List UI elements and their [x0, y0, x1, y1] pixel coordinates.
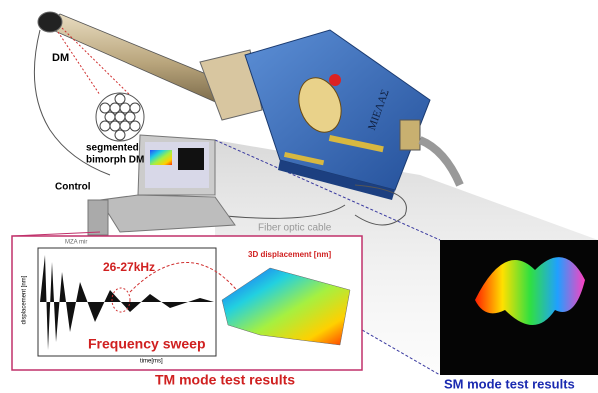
- screen-plot: [150, 150, 172, 165]
- label: 26-27kHz: [103, 260, 155, 274]
- label: bimorph DM: [86, 155, 144, 166]
- screen-plot: [178, 148, 204, 170]
- label: 3D displacement [nm]: [248, 250, 331, 259]
- label: TM mode test results: [155, 372, 295, 388]
- axis-label: time[ms]: [140, 359, 163, 365]
- dm-detail: [96, 93, 144, 141]
- axis-label: displacement [nm]: [22, 275, 28, 324]
- device-port: [400, 120, 420, 150]
- label: Fiber optic cable: [258, 223, 332, 234]
- label: MZA mir: [65, 240, 87, 246]
- diagram: MIΕΛΑΣ DM segmented bimorph DM Control F…: [0, 0, 598, 393]
- label: segmented: [86, 143, 139, 154]
- label: SM mode test results: [444, 376, 575, 391]
- laptop-case: [88, 200, 108, 235]
- dm-mount: [38, 12, 62, 32]
- label: Control: [55, 182, 91, 193]
- laptop-base: [100, 195, 235, 232]
- label: Frequency sweep: [88, 336, 206, 352]
- label: DM: [52, 52, 69, 64]
- page: {"labels": { "dm": "DM", "segmented": "s…: [0, 0, 598, 393]
- device-badge: [329, 74, 341, 86]
